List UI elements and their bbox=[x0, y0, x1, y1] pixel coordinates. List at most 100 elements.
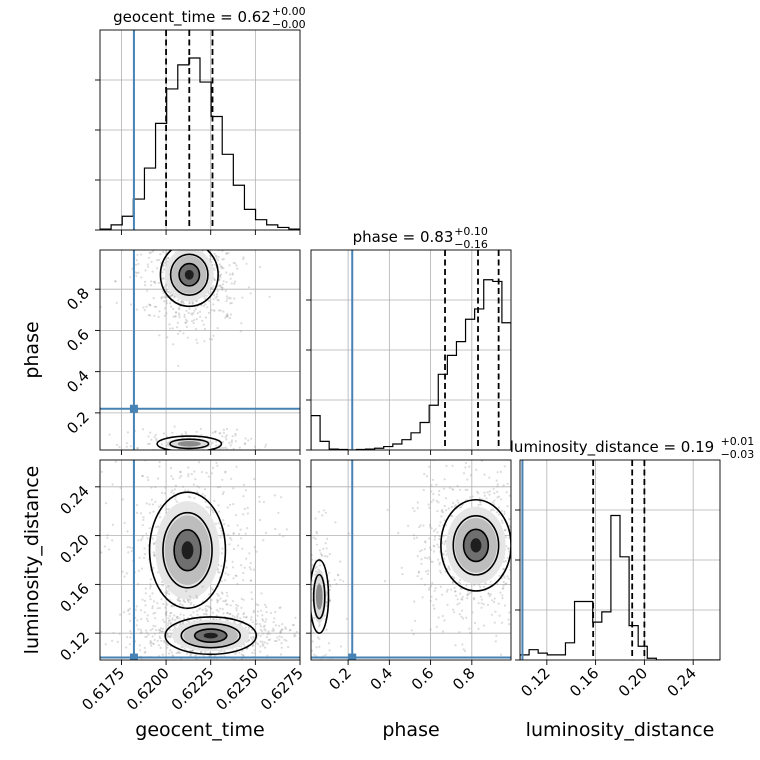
sample-point bbox=[467, 593, 470, 596]
sample-point bbox=[165, 299, 168, 303]
sample-point bbox=[328, 598, 331, 602]
sample-point bbox=[249, 562, 252, 565]
sample-point bbox=[478, 497, 481, 500]
sample-point bbox=[240, 645, 243, 648]
y-tick-label: 0.12 bbox=[56, 628, 92, 664]
sample-point bbox=[167, 635, 170, 638]
sample-point bbox=[221, 435, 224, 438]
sample-point bbox=[480, 602, 483, 605]
sample-point bbox=[264, 531, 268, 535]
sample-point bbox=[174, 669, 176, 671]
sample-point bbox=[172, 492, 175, 495]
sample-point bbox=[217, 594, 220, 597]
sample-point bbox=[225, 295, 228, 298]
sample-point bbox=[281, 623, 284, 626]
panel-content bbox=[86, 460, 300, 671]
sample-point bbox=[176, 598, 179, 601]
sample-point bbox=[192, 483, 195, 486]
sample-point bbox=[444, 550, 447, 553]
sample-point bbox=[441, 614, 444, 618]
sample-point bbox=[213, 252, 216, 255]
sample-point bbox=[171, 241, 173, 243]
sample-point bbox=[233, 282, 236, 285]
density-level-3 bbox=[181, 541, 194, 560]
sample-point bbox=[166, 239, 168, 241]
sample-point bbox=[450, 505, 453, 509]
sample-point bbox=[125, 572, 128, 575]
sample-point bbox=[162, 432, 166, 435]
sample-point bbox=[190, 664, 192, 666]
sample-point bbox=[542, 526, 544, 528]
sample-point bbox=[195, 338, 198, 341]
sample-point bbox=[258, 266, 261, 269]
sample-point bbox=[140, 631, 143, 634]
sample-point bbox=[192, 321, 195, 325]
sample-point bbox=[216, 290, 219, 293]
sample-point bbox=[248, 552, 251, 555]
sample-point bbox=[492, 487, 495, 490]
sample-point bbox=[233, 663, 235, 665]
sample-point bbox=[317, 663, 319, 665]
sample-point bbox=[234, 440, 237, 443]
sample-point bbox=[220, 580, 223, 583]
sample-point bbox=[437, 558, 440, 561]
sample-point bbox=[168, 302, 172, 305]
sample-point bbox=[240, 653, 243, 656]
sample-point bbox=[195, 328, 198, 331]
sample-point bbox=[210, 598, 213, 602]
sample-point bbox=[247, 626, 250, 630]
sample-point bbox=[86, 569, 88, 571]
sample-point bbox=[197, 608, 200, 611]
sample-point bbox=[192, 611, 195, 614]
sample-point bbox=[443, 519, 446, 522]
sample-point bbox=[226, 314, 229, 317]
sample-point bbox=[234, 514, 238, 517]
sample-point bbox=[445, 590, 448, 593]
sample-point bbox=[157, 455, 159, 457]
sample-point bbox=[171, 489, 174, 492]
sample-point bbox=[517, 581, 519, 583]
sample-point bbox=[222, 612, 225, 615]
sample-point bbox=[512, 563, 514, 565]
sample-point bbox=[262, 644, 265, 647]
sample-point bbox=[483, 585, 486, 588]
sample-point bbox=[147, 442, 150, 446]
sample-point bbox=[464, 461, 468, 465]
sample-point bbox=[182, 614, 185, 617]
sample-point bbox=[230, 441, 233, 444]
sample-point bbox=[225, 438, 228, 441]
sample-point bbox=[151, 635, 154, 638]
sample-point bbox=[121, 570, 124, 573]
y-tick-label: 0.20 bbox=[56, 531, 92, 567]
sample-point bbox=[218, 510, 221, 513]
sample-point bbox=[92, 460, 94, 462]
sample-point bbox=[190, 247, 192, 249]
sample-point bbox=[233, 280, 237, 283]
sample-point bbox=[428, 506, 431, 509]
sample-point bbox=[154, 625, 157, 628]
sample-point bbox=[217, 599, 220, 602]
sample-point bbox=[284, 626, 287, 629]
sample-point bbox=[199, 232, 201, 234]
sample-point bbox=[168, 592, 171, 596]
sample-point bbox=[435, 625, 438, 629]
sample-point bbox=[468, 627, 471, 630]
sample-point bbox=[458, 613, 461, 616]
sample-point bbox=[231, 600, 235, 603]
sample-point bbox=[307, 647, 309, 649]
sample-point bbox=[500, 653, 503, 656]
sample-point bbox=[287, 645, 290, 649]
sample-point bbox=[173, 614, 176, 617]
sample-point bbox=[249, 618, 253, 621]
sample-point bbox=[208, 254, 212, 257]
sample-point bbox=[336, 573, 339, 576]
panel-phase-luminosity_distance: 0.2 0.4 0.6 0.8 bbox=[306, 459, 544, 694]
sample-point bbox=[229, 273, 232, 276]
sample-point bbox=[204, 451, 206, 453]
sample-point bbox=[165, 295, 168, 299]
sample-point bbox=[501, 597, 504, 600]
sample-point bbox=[337, 574, 340, 577]
sample-point bbox=[248, 566, 251, 569]
sample-point bbox=[458, 506, 461, 509]
sample-point bbox=[136, 271, 139, 275]
